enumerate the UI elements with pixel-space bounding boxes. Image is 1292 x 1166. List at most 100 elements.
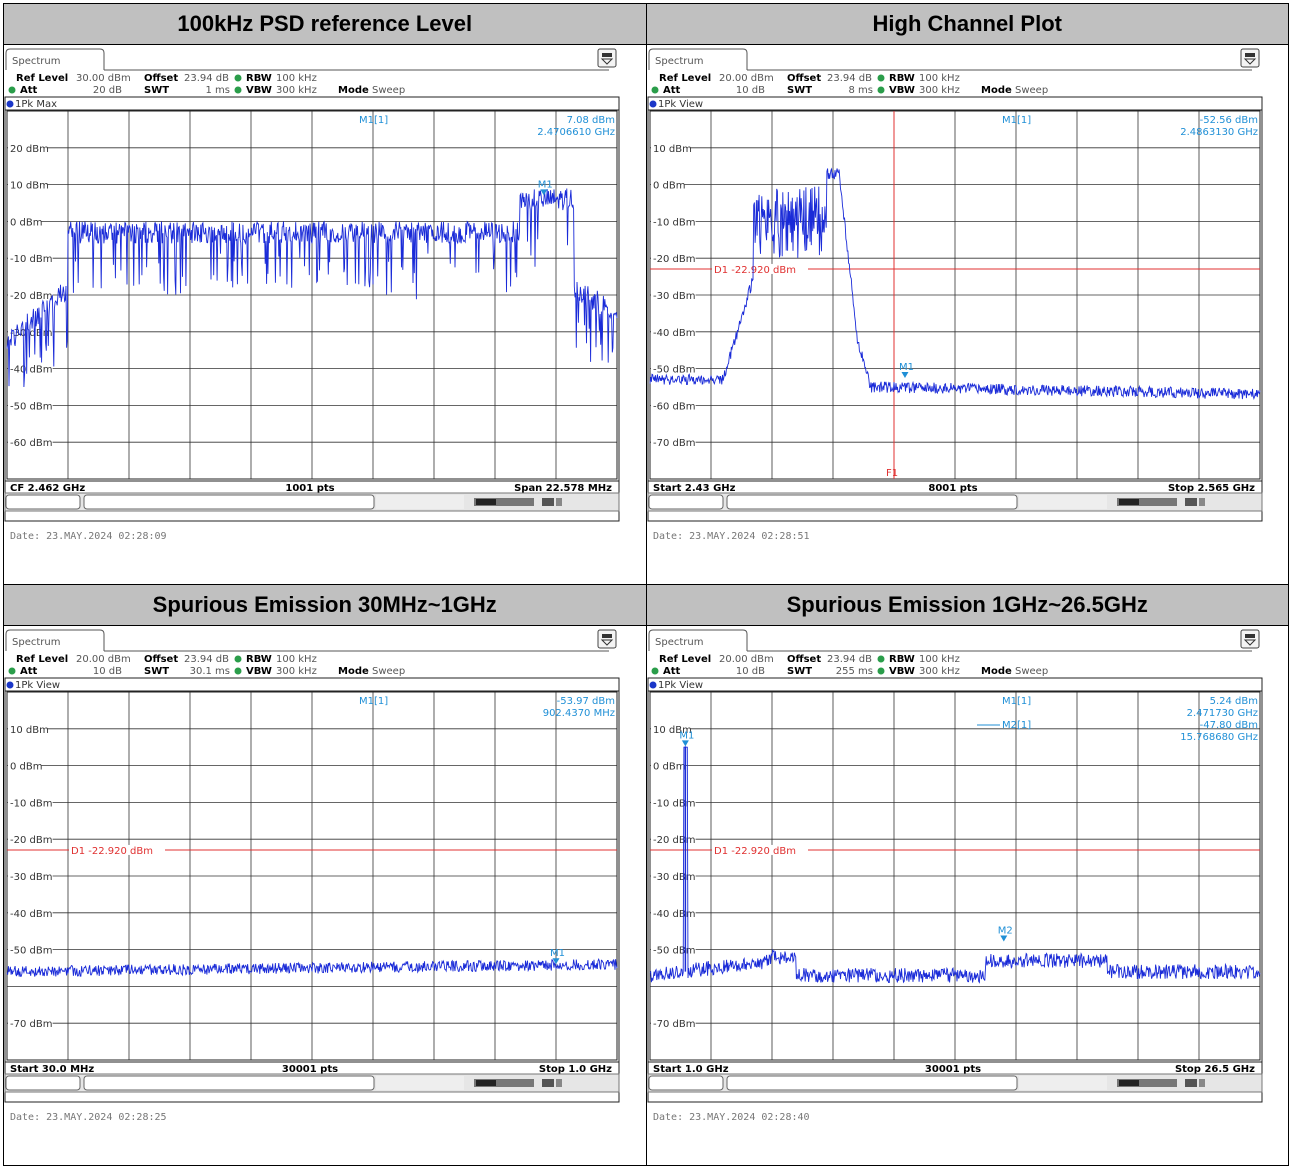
status-field-1[interactable] [5,1075,81,1091]
trace-indicator-icon [6,100,14,108]
y-axis-label: -60 dBm [10,438,52,449]
softkey-icon[interactable] [1240,48,1259,68]
panel-cell-2: Spectrum Ref Level 20.00 dBm Offset 23.94 dB… [3,625,647,1166]
y-axis-label: -10 dBm [653,217,695,228]
y-label-bg [650,907,696,919]
status-field-1[interactable] [648,494,723,510]
y-label-bg [650,760,684,772]
softkey-icon[interactable] [597,48,617,68]
spectrum-display: Spectrum Ref Level 20.00 dBm Offset 23.94 dB… [4,629,620,1123]
ref-level-label: Ref Level [16,654,68,665]
marker-info-name: M2[1] [1002,720,1031,731]
status-led-2 [556,498,562,506]
footer-center: 1001 pts [285,483,334,494]
marker-info-frequency: 2.4706610 GHz [537,127,615,138]
y-label-bg [650,723,690,735]
mode-value: Sweep [1015,666,1048,677]
vbw-value: 300 kHz [276,666,317,677]
ref-level-label: Ref Level [659,73,711,84]
spectrum-screenshot-2: Spectrum Ref Level 20.00 dBm Offset 23.94 dB… [4,626,646,1165]
softkey-icon-arrow [1243,58,1256,65]
vbw-coupled-icon [234,667,242,675]
display-line-label: D1 -22.920 dBm [71,846,153,857]
status-field-2[interactable] [726,1075,1017,1091]
vbw-coupled-icon [234,86,242,94]
footer-left: Start 2.43 GHz [653,483,736,494]
y-label-bg [8,290,53,301]
status-field-2[interactable] [83,494,375,510]
y-axis-label: -30 dBm [653,291,695,302]
footer-right: Span 22.578 MHz [514,483,612,494]
offset-label: Offset [787,654,821,665]
status-field-3 [1018,1076,1107,1090]
marker-info-value: 7.08 dBm [567,115,615,126]
marker-info-name: M1[1] [359,115,388,126]
vbw-coupled-icon [877,86,884,94]
spectrum-tab[interactable] [5,48,105,70]
marker-triangle-icon[interactable] [999,935,1007,942]
softkey-icon-arrow [600,639,614,646]
marker-triangle-icon[interactable] [681,740,689,747]
footer-right: Stop 2.565 GHz [1167,483,1254,494]
spectrum-tab[interactable] [5,629,105,651]
status-field-1[interactable] [5,494,81,510]
spectrum-tab[interactable] [648,48,747,70]
status-led-1 [1184,1079,1197,1087]
mode-value: Sweep [372,666,405,677]
softkey-icon-arrow [1243,639,1256,646]
att-value: 10 dB [735,666,764,677]
softkey-icon[interactable] [597,629,617,649]
y-label-bg [8,253,53,265]
softkey-icon-bar [602,53,612,57]
y-axis-label: -40 dBm [10,365,52,376]
marker-info-frequency: 902.4370 MHz [543,708,615,719]
att-label: Att [20,85,38,96]
y-axis-label: 10 dBm [653,725,692,736]
swt-label: SWT [787,666,812,677]
swt-label: SWT [144,666,169,677]
marker-info-value: -52.56 dBm [1199,115,1257,126]
y-label-bg [8,216,41,228]
y-label-bg [650,290,696,301]
mode-label: Mode [338,85,369,96]
spectrum-trace [649,167,1260,400]
marker-triangle-icon[interactable] [552,958,560,965]
att-label: Att [20,666,38,677]
att-coupled-icon [8,86,16,94]
y-axis-label: -20 dBm [653,254,695,265]
panel-title-2: Spurious Emission 30MHz~1GHz [3,584,647,626]
mode-label: Mode [981,85,1012,96]
report-table: 100kHz PSD reference Level High Channel … [3,3,1289,1166]
swt-value: 30.1 ms [190,666,230,677]
marker-triangle-icon[interactable] [540,189,548,196]
spectrum-trace [6,188,618,388]
spectrum-trace [649,746,1260,984]
softkey-icon[interactable] [1240,629,1259,649]
y-axis-label: -50 dBm [10,946,52,957]
tab-label: Spectrum [655,56,703,67]
swt-value: 8 ms [848,85,873,96]
y-axis-label: -60 dBm [653,401,695,412]
footer-center: 30001 pts [282,1064,338,1075]
marker-info-value: -47.80 dBm [1199,720,1257,731]
offset-value: 23.94 dB [184,73,229,84]
y-label-bg [8,834,53,846]
y-axis-label: -30 dBm [653,872,695,883]
rbw-coupled-icon [234,74,242,82]
footer-right: Stop 1.0 GHz [539,1064,612,1075]
progress-led-bar [474,498,534,506]
rbw-label: RBW [889,73,915,84]
plot-area [649,691,1260,1061]
plot-area [6,691,618,1061]
status-field-2[interactable] [83,1075,375,1091]
softkey-icon-arrow [600,58,614,65]
marker-triangle-icon[interactable] [900,372,908,379]
rbw-coupled-icon [877,655,884,663]
y-label-bg [650,944,696,956]
status-field-2[interactable] [726,494,1017,510]
display-line-label: D1 -22.920 dBm [714,265,796,276]
status-field-3 [376,1076,464,1090]
status-field-1[interactable] [648,1075,723,1091]
footer-right: Stop 26.5 GHz [1174,1064,1254,1075]
spectrum-tab[interactable] [648,629,747,651]
